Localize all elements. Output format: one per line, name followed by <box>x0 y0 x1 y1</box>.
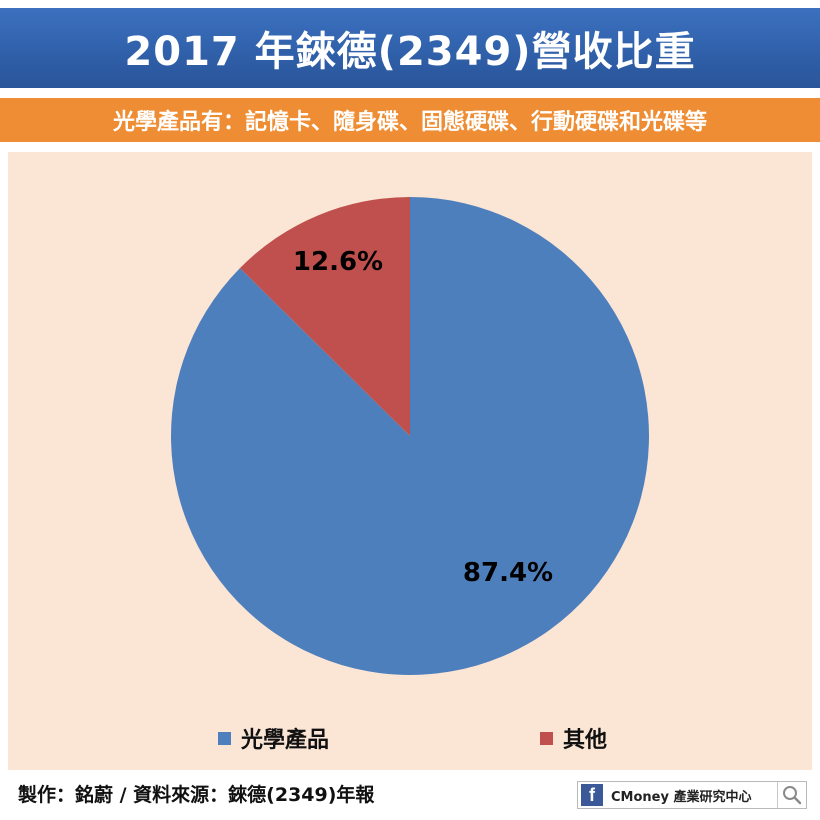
subtitle-banner: 光學產品有：記憶卡、隨身碟、固態硬碟、行動硬碟和光碟等 <box>0 98 820 142</box>
pie-chart: 87.4% 12.6% <box>170 197 650 675</box>
magnifier-icon[interactable] <box>777 782 806 808</box>
facebook-icon: f <box>581 784 603 806</box>
chart-title: 2017 年錸德(2349)營收比重 <box>124 29 696 75</box>
legend-item-optical: 光學產品 <box>218 722 329 754</box>
legend-swatch-other <box>540 731 553 745</box>
title-banner: 2017 年錸德(2349)營收比重 <box>0 8 820 88</box>
legend-swatch-optical <box>218 731 231 745</box>
legend-label-other: 其他 <box>563 728 608 753</box>
chart-subtitle: 光學產品有：記憶卡、隨身碟、固態硬碟、行動硬碟和光碟等 <box>112 110 707 135</box>
footer-credit: 製作：銘蔚 / 資料來源：錸德(2349)年報 <box>18 784 375 806</box>
cmoney-brand-box[interactable]: f CMoney 產業研究中心 <box>577 781 807 809</box>
pie-data-label-1: 12.6% <box>293 247 383 277</box>
pie-data-label-0: 87.4% <box>463 558 553 588</box>
chart-panel: 87.4% 12.6% 光學產品 其他 <box>8 152 812 770</box>
pie-slice-1 <box>239 197 410 436</box>
brand-name: CMoney 產業研究中心 <box>611 789 752 805</box>
legend: 光學產品 其他 <box>8 722 812 754</box>
legend-item-other: 其他 <box>540 722 607 754</box>
legend-label-optical: 光學產品 <box>241 728 330 753</box>
